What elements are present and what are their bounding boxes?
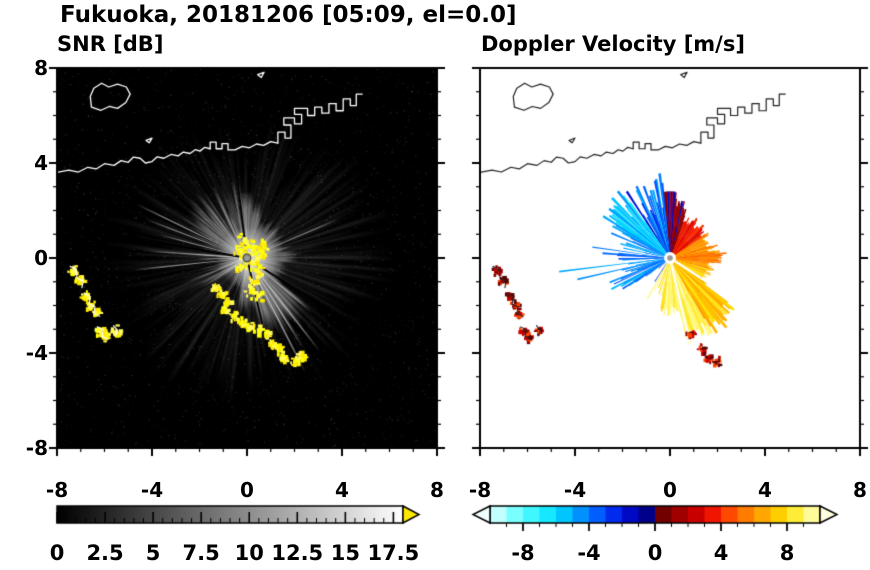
snr-colorbar-label: 15 [330, 541, 360, 565]
x-tick-label-left: 0 [240, 478, 254, 502]
snr-colorbar-label: 17.5 [367, 541, 420, 565]
snr-colorbar-label: 12.5 [271, 541, 324, 565]
snr-colorbar-label: 5 [145, 541, 161, 565]
y-tick-label: 8 [34, 56, 48, 80]
velocity-colorbar-label: 4 [713, 541, 729, 565]
x-tick-label-right: -4 [563, 478, 587, 502]
y-tick-label: 4 [34, 151, 48, 175]
x-tick-label-right: 8 [853, 478, 867, 502]
x-tick-label-right: 4 [758, 478, 772, 502]
snr-colorbar-label: 0 [49, 541, 65, 565]
velocity-colorbar-label: -8 [511, 541, 535, 565]
y-tick-label: -8 [25, 436, 48, 460]
y-tick-label: 0 [34, 246, 48, 270]
snr-panel-title: SNR [dB] [57, 32, 164, 56]
x-tick-label-left: -4 [140, 478, 164, 502]
x-tick-label-right: 0 [663, 478, 677, 502]
velocity-colorbar-label: 8 [779, 541, 795, 565]
figure-title: Fukuoka, 20181206 [05:09, el=0.0] [60, 2, 517, 28]
snr-colorbar-label: 7.5 [182, 541, 220, 565]
snr-colorbar-label: 2.5 [86, 541, 124, 565]
velocity-colorbar-label: 0 [647, 541, 663, 565]
velocity-panel-title: Doppler Velocity [m/s] [481, 32, 745, 56]
velocity-colorbar-label: -4 [577, 541, 601, 565]
x-tick-label-left: -8 [45, 478, 69, 502]
x-tick-label-right: -8 [468, 478, 492, 502]
x-tick-label-left: 8 [430, 478, 444, 502]
x-tick-label-left: 4 [335, 478, 349, 502]
snr-colorbar-label: 10 [234, 541, 264, 565]
y-tick-label: -4 [25, 341, 48, 365]
